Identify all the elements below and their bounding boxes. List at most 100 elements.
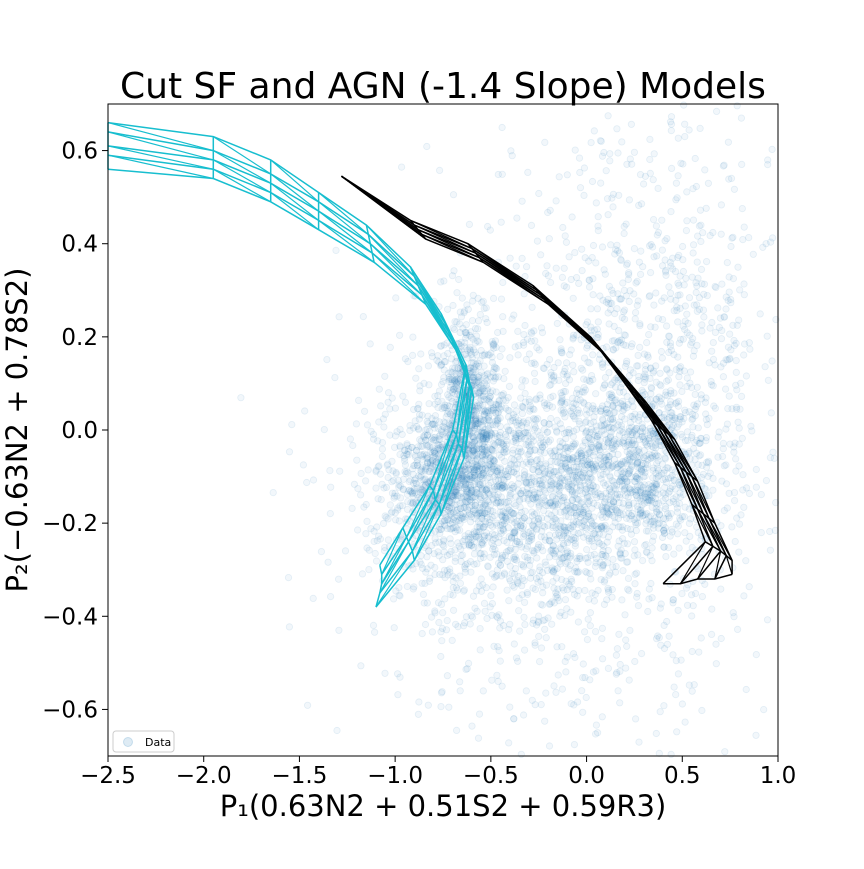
data-point (496, 352, 504, 361)
data-point (403, 440, 411, 448)
data-point (621, 415, 629, 423)
data-point (452, 726, 461, 735)
data-point (441, 522, 449, 530)
data-point (619, 510, 628, 519)
data-point (491, 440, 499, 448)
data-point (620, 306, 629, 314)
data-point (698, 592, 707, 601)
data-point (468, 493, 476, 501)
data-point (392, 468, 400, 477)
data-point (384, 515, 392, 523)
data-point (576, 529, 585, 537)
data-point (491, 485, 499, 493)
data-point (474, 441, 482, 449)
data-point (521, 389, 529, 398)
data-point (309, 476, 318, 484)
data-point (522, 263, 531, 271)
data-point (722, 356, 730, 364)
data-point (468, 316, 477, 325)
data-point (475, 435, 483, 443)
data-point (390, 624, 398, 632)
data-point (539, 364, 548, 372)
data-point (768, 357, 776, 365)
data-point (465, 475, 473, 484)
data-point (428, 628, 436, 636)
data-point (652, 635, 661, 643)
data-point (735, 548, 743, 556)
data-point (689, 414, 697, 423)
data-point (395, 591, 403, 599)
data-point (489, 294, 498, 302)
data-point (763, 616, 772, 624)
data-point (580, 191, 588, 199)
data-point (735, 520, 744, 528)
data-point (718, 477, 726, 485)
data-point (401, 467, 409, 476)
data-point (612, 651, 621, 659)
data-point (509, 446, 517, 454)
data-point (408, 489, 416, 498)
data-point (474, 518, 482, 526)
data-point (585, 257, 593, 265)
data-point (478, 539, 486, 547)
data-point (593, 432, 601, 440)
data-point (480, 351, 488, 360)
data-point (451, 487, 459, 495)
data-point (469, 467, 477, 475)
data-point (578, 687, 586, 695)
data-point (476, 554, 485, 562)
data-point (421, 426, 430, 434)
data-point (660, 644, 669, 653)
data-point (606, 157, 614, 165)
data-point (478, 486, 486, 494)
data-point (689, 241, 698, 249)
data-point (453, 507, 461, 515)
data-point (585, 283, 594, 291)
data-point (536, 476, 544, 484)
data-point (604, 211, 612, 219)
data-point (690, 301, 698, 309)
data-point (727, 242, 735, 251)
data-point (487, 478, 495, 487)
data-point (491, 441, 499, 450)
data-point (485, 498, 493, 506)
data-point (584, 558, 592, 566)
data-point (663, 366, 671, 374)
data-point (498, 469, 506, 477)
data-point (594, 330, 602, 338)
data-point (626, 366, 635, 374)
data-point (390, 494, 398, 502)
data-point (578, 522, 586, 530)
y-axis-ticks: 0.60.40.20.0−0.2−0.4−0.6 (42, 139, 108, 723)
data-point (237, 394, 245, 402)
data-point (444, 349, 452, 358)
data-point (529, 473, 537, 481)
data-point (614, 290, 622, 298)
data-point (391, 489, 399, 497)
data-point (470, 474, 478, 482)
data-point (475, 362, 483, 370)
data-point (511, 343, 519, 351)
data-point (686, 368, 695, 376)
data-point (485, 431, 493, 439)
data-point (746, 345, 754, 353)
data-point (335, 626, 343, 634)
data-point (333, 726, 341, 735)
data-point (518, 383, 526, 391)
data-point (592, 199, 600, 207)
data-point (391, 432, 400, 440)
data-point (395, 583, 403, 592)
data-point (664, 489, 672, 497)
data-point (520, 467, 529, 476)
data-point (571, 542, 579, 550)
data-point (435, 618, 443, 627)
data-point (479, 417, 488, 425)
data-point (461, 343, 469, 351)
data-point (456, 678, 464, 686)
data-point (437, 362, 445, 370)
data-point (438, 517, 447, 525)
data-point (396, 494, 405, 502)
data-point (425, 400, 433, 408)
data-point (548, 620, 556, 628)
data-point (403, 441, 411, 449)
